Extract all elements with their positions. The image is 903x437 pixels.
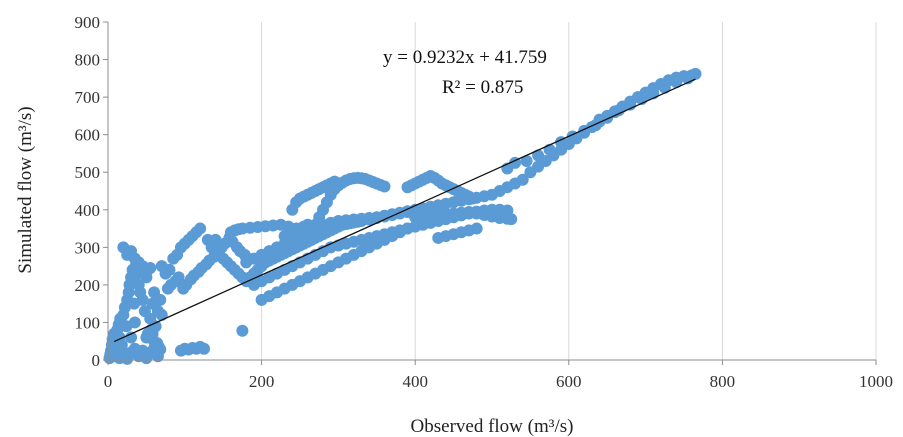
data-point-160 [378,180,391,193]
data-point-351 [154,343,167,356]
y-tick-label-700: 700 [75,88,101,107]
data-point-356 [115,344,128,357]
data-point-20 [125,331,138,344]
data-point-53 [163,263,176,276]
data-point-294 [466,192,479,205]
y-tick-label-400: 400 [75,201,101,220]
data-point-377 [612,104,625,117]
data-point-382 [670,76,683,89]
trendline [113,78,696,343]
x-tick-label-1000: 1000 [859,372,893,391]
y-tick-label-600: 600 [75,126,101,145]
y-tick-label-200: 200 [75,276,101,295]
data-point-65 [172,271,185,284]
data-point-175 [232,223,245,236]
x-tick-label-800: 800 [710,372,736,391]
data-point-372 [555,136,568,149]
trendline-line [113,78,696,343]
data-point-86 [209,233,222,246]
data-point-334 [401,222,414,235]
x-tick-label-400: 400 [402,372,428,391]
axes [107,22,876,361]
data-point-50 [128,342,141,355]
data-point-375 [589,119,602,132]
x-tick-labels: 0 200 400 600 800 1000 [104,360,893,391]
y-tick-label-100: 100 [75,313,101,332]
data-point-369 [520,154,533,167]
trendline-equation: y = 0.9232x + 41.759 [383,47,547,68]
data-point-23 [128,316,141,329]
data-point-308 [505,213,518,226]
x-tick-label-0: 0 [104,372,113,391]
data-point-39 [155,308,168,321]
y-tick-label-300: 300 [75,238,101,257]
y-tick-label-500: 500 [75,163,101,182]
data-point-219 [516,173,529,186]
x-axis-title: Observed flow (m³/s) [411,416,574,437]
data-point-341 [198,342,210,355]
data-point-359 [132,256,145,269]
x-tick-label-200: 200 [249,372,275,391]
y-tick-label-900: 900 [75,13,101,32]
x-tick-label-600: 600 [556,372,582,391]
data-point-29 [136,293,149,306]
data-point-172 [328,175,341,188]
y-tick-label-0: 0 [92,351,101,370]
data-point-363 [146,327,159,340]
y-tick-labels: 0 100 200 300 400 500 600 700 800 900 [75,13,108,370]
data-point-61 [194,222,207,235]
y-tick-label-800: 800 [75,51,101,70]
data-point-38 [154,293,167,306]
r-squared-label: R² = 0.875 [442,77,523,98]
data-point-381 [658,81,671,94]
data-point-370 [532,149,545,162]
y-axis-title: Simulated flow (m³/s) [15,106,36,273]
data-point-342 [236,324,249,337]
data-points [103,67,702,365]
grid-lines [261,22,877,360]
data-point-314 [470,222,483,235]
